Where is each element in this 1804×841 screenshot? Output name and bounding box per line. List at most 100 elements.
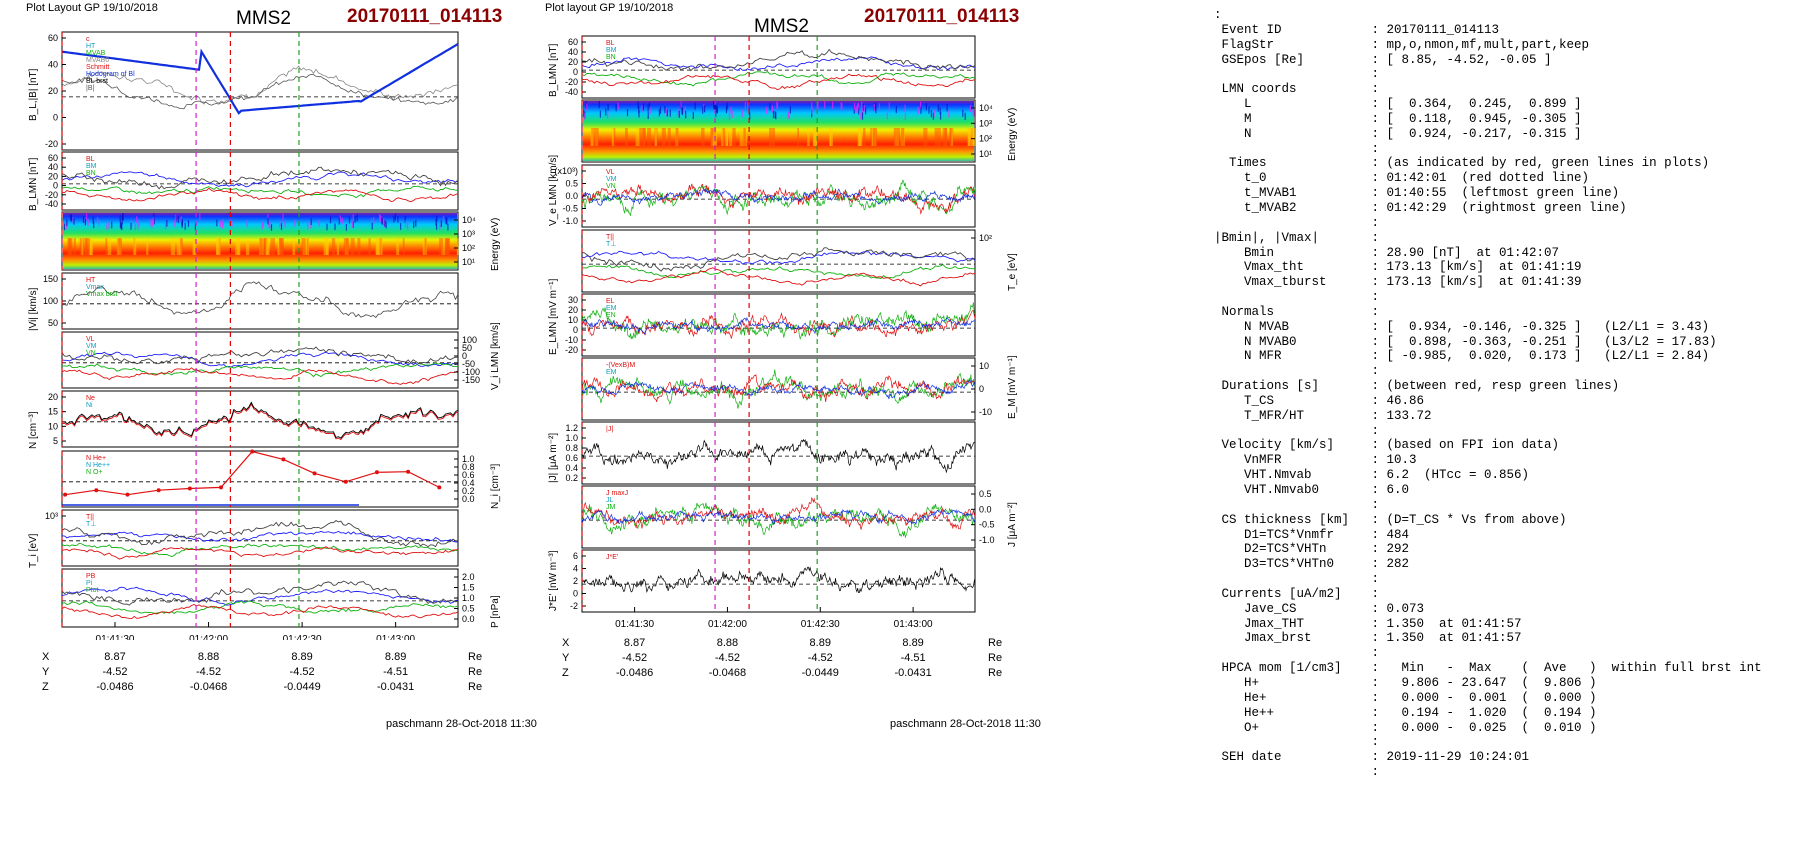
spectrogram-noise [972, 108, 974, 116]
legend-entry: MVAB [86, 50, 106, 57]
legend-entry: Ne [86, 395, 95, 402]
y-axis-label: J [μA m⁻²] [1007, 502, 1018, 547]
ephemeris-unit: Re [988, 637, 1003, 649]
spectrogram-noise [385, 221, 387, 229]
series-line [581, 71, 976, 87]
panel-8: 6 4 2 0 -2 J*E' [nW m⁻³] J*E' [548, 549, 976, 613]
panel-frame [581, 357, 976, 421]
legend-entry: BL [86, 156, 95, 163]
y-tick-label: -0.5 [979, 520, 995, 530]
spectrogram-noise [771, 105, 774, 113]
y-tick-label: 5 [53, 436, 58, 446]
spectrogram-noise [766, 106, 768, 114]
spectrogram-noise [861, 112, 864, 120]
series-line [581, 250, 976, 265]
series-line [581, 267, 976, 287]
y-tick-label: 15 [48, 407, 58, 417]
spectrogram-noise [397, 215, 399, 223]
spectrogram-noise [862, 103, 864, 112]
spectrogram-streak [380, 238, 383, 255]
spectrogram-streak [331, 238, 336, 255]
spectrogram-noise [598, 101, 600, 109]
right-layout-header: Plot layout GP 19/10/2018 [545, 2, 674, 14]
y-tick-label: -50 [462, 359, 475, 369]
spectrogram-noise [744, 101, 746, 110]
spectrogram-streak [68, 238, 73, 255]
y-tick-label: 10² [979, 134, 992, 144]
spectrogram-noise [692, 111, 694, 120]
spectrogram-noise [749, 112, 751, 120]
y-axis-label: B_L,|B| [nT] [28, 68, 39, 121]
y-tick-label: 1.5 [462, 583, 475, 593]
legend-entry: |B| [86, 85, 94, 92]
y-tick-label: 2.0 [462, 572, 475, 582]
series-line [61, 187, 459, 203]
series-line [61, 604, 459, 620]
spectrogram-noise [383, 218, 385, 226]
he-plus-plus-point [187, 486, 192, 491]
he-plus-plus-point [312, 471, 317, 476]
spectrogram-noise [586, 103, 588, 111]
spectrogram-noise [326, 223, 328, 231]
y-tick-label: 0.5 [462, 604, 475, 614]
spectrogram-noise [180, 216, 182, 223]
spectrogram-noise [873, 103, 875, 112]
spectrogram-noise [379, 215, 381, 222]
ephemeris-label: Z [562, 667, 569, 679]
legend-entry: HT [86, 43, 96, 50]
spectrogram-noise [84, 218, 86, 226]
y-tick-label: 50 [462, 343, 472, 353]
spectrogram-noise [106, 223, 108, 231]
spectrogram-noise [649, 106, 651, 114]
spectrogram-streak [170, 238, 176, 255]
spectrogram-noise [93, 221, 95, 229]
spectrogram-noise [177, 216, 179, 224]
spectrogram-noise [122, 213, 124, 221]
he-plus-plus-point [219, 485, 224, 490]
spectrogram-noise [447, 223, 449, 231]
y-tick-label: -150 [462, 375, 480, 385]
spectrogram-noise [270, 224, 273, 231]
event-info-listing: : Event ID : 20170111_014113 FlagStr : m… [1214, 8, 1762, 780]
spectrogram-noise [339, 215, 341, 223]
spectrogram-noise [789, 106, 791, 114]
spectrogram-noise [832, 101, 834, 109]
spectrogram-noise [642, 103, 644, 111]
series-line [61, 65, 459, 105]
spectrogram-noise [381, 217, 383, 224]
spectrogram-streak [336, 238, 339, 255]
series-line [61, 281, 459, 319]
spectrogram-streak [647, 128, 652, 146]
spectrogram-streak [896, 128, 900, 146]
panel-frame [61, 450, 459, 508]
series-line [581, 264, 976, 279]
spectrogram-noise [136, 216, 138, 223]
y-tick-label: -0.5 [562, 204, 578, 214]
y-tick-label: 1.0 [565, 433, 578, 443]
spectrogram-noise [165, 222, 167, 229]
y-axis-label: V_i LMN [km/s] [490, 322, 501, 390]
y-tick-label: 100 [43, 296, 58, 306]
spectrogram-streak [180, 238, 183, 255]
ephemeris-value: 8.89 [384, 651, 407, 663]
spectrogram-noise [121, 223, 123, 230]
spectrogram-streak [950, 128, 953, 146]
spectrogram-noise [684, 106, 686, 114]
y-axis-label: B_LMN [nT] [548, 43, 559, 97]
right-spacecraft-title: MMS2 [754, 16, 809, 37]
series-line [581, 373, 976, 403]
right-footer: paschmann 28-Oct-2018 11:30 [890, 718, 1041, 730]
he-plus-plus-point [437, 485, 442, 490]
spectrogram-streak [769, 128, 772, 146]
spectrogram-noise [920, 106, 922, 114]
spectrogram-noise [413, 221, 415, 228]
spectrogram-noise [87, 219, 89, 226]
x-tick-label: 01:43:00 [376, 634, 415, 640]
spectrogram-noise [904, 112, 906, 121]
spectrogram-noise [221, 221, 224, 229]
series-line [61, 346, 459, 365]
spectrogram-noise [70, 214, 73, 222]
ephemeris-unit: Re [468, 681, 483, 693]
spectrogram-noise [435, 218, 437, 226]
spectrogram-noise [715, 109, 717, 117]
